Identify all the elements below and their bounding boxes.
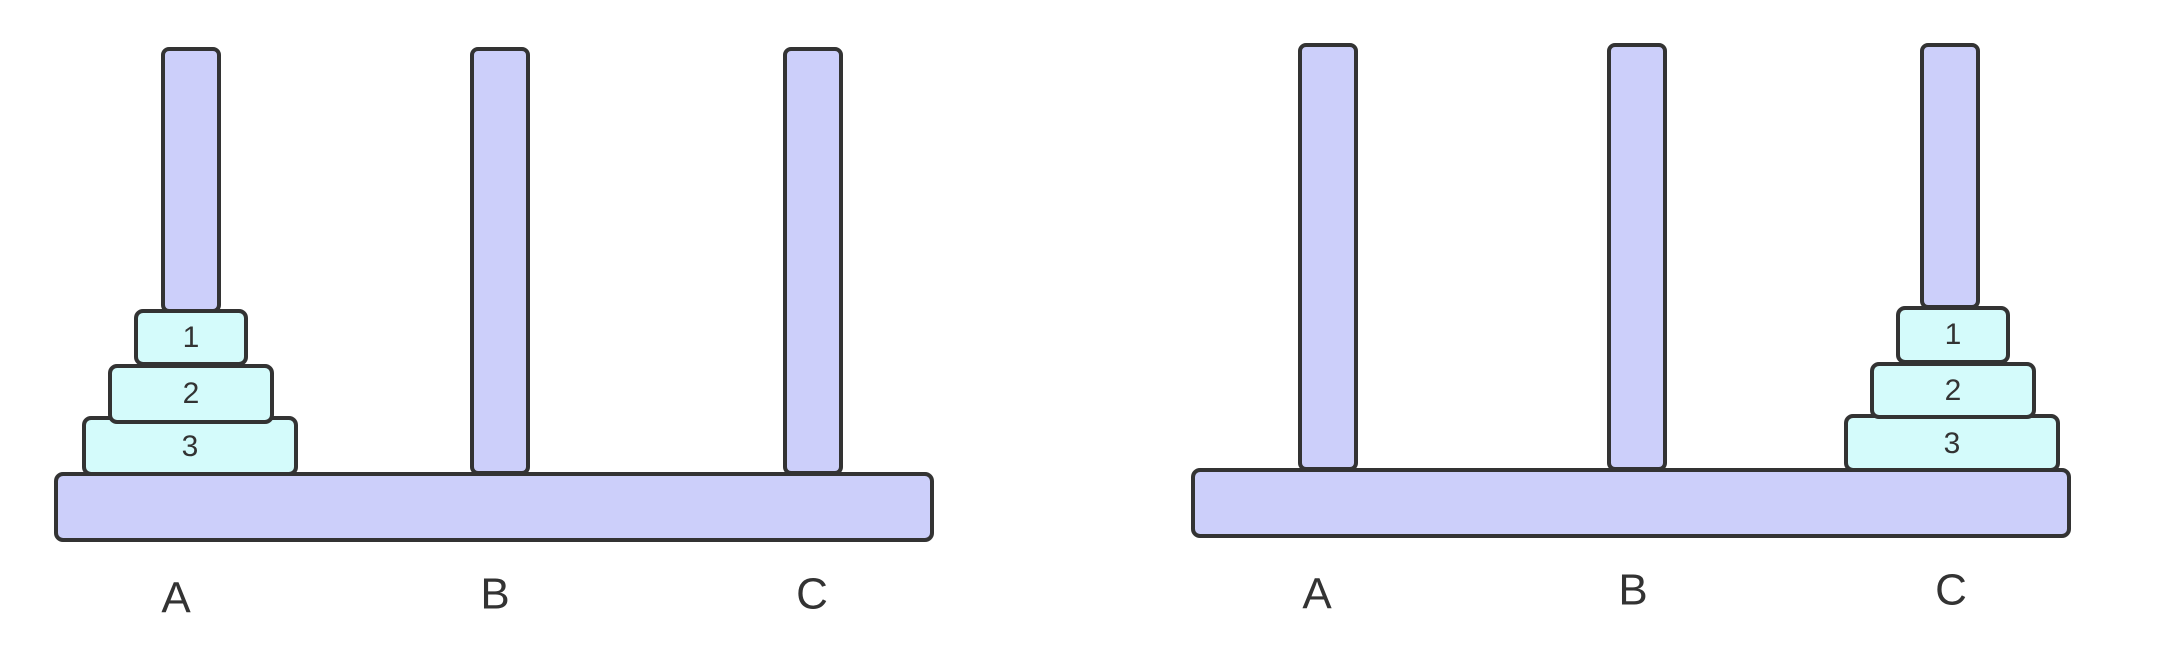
disk-3: 3 xyxy=(82,416,298,476)
peg-c xyxy=(1920,43,1980,309)
disk-1: 1 xyxy=(1896,306,2010,364)
disk-label: 1 xyxy=(1945,318,1962,351)
disk-1: 1 xyxy=(134,309,248,366)
peg-label-b: B xyxy=(480,570,509,619)
peg-label-b: B xyxy=(1618,566,1647,615)
peg-label-c: C xyxy=(1935,566,1967,615)
peg-a xyxy=(1298,43,1358,471)
peg-b xyxy=(470,47,530,475)
peg-a xyxy=(161,47,221,313)
disk-label: 1 xyxy=(183,321,200,354)
disk-2: 2 xyxy=(108,364,274,424)
panel-final: 3 2 1 A B C xyxy=(1191,43,2071,619)
peg-label-c: C xyxy=(796,570,828,619)
disk-label: 2 xyxy=(183,377,200,410)
disk-label: 2 xyxy=(1945,374,1962,407)
disk-2: 2 xyxy=(1870,362,2036,419)
peg-label-a: A xyxy=(161,574,191,623)
disk-label: 3 xyxy=(1944,427,1961,460)
base xyxy=(1191,468,2071,538)
panel-initial: 3 2 1 A B C xyxy=(54,47,934,623)
peg-b xyxy=(1607,43,1667,471)
disk-3: 3 xyxy=(1844,414,2060,472)
peg-label-a: A xyxy=(1302,570,1332,619)
base xyxy=(54,472,934,542)
peg-c xyxy=(783,47,843,475)
disk-label: 3 xyxy=(182,430,199,463)
